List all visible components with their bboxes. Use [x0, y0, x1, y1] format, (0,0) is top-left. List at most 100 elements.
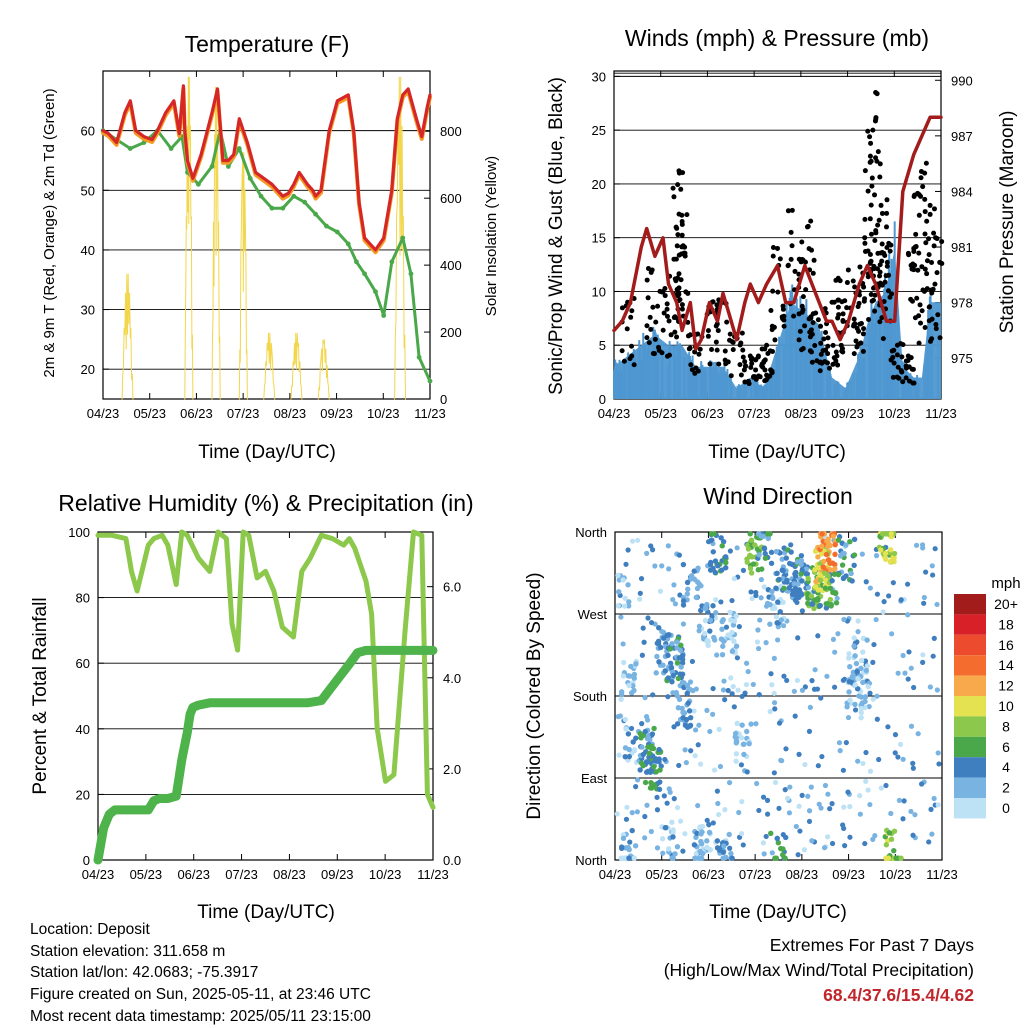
- gust-point: [837, 278, 843, 284]
- winds-ylabel: Sonic/Prop Wind & Gust (Blue, Black): [546, 77, 567, 395]
- gust-point: [797, 328, 803, 334]
- gust-point: [668, 332, 674, 338]
- direction-point: [862, 694, 869, 700]
- direction-point: [627, 839, 633, 845]
- gust-point: [891, 347, 897, 353]
- direction-point: [716, 811, 722, 818]
- direction-point: [691, 708, 697, 714]
- direction-point: [793, 823, 799, 830]
- direction-point: [665, 694, 671, 700]
- direction-point: [898, 597, 904, 603]
- direction-point: [782, 834, 789, 841]
- direction-point: [893, 855, 899, 861]
- direction-point: [805, 600, 811, 607]
- direction-point: [620, 641, 626, 647]
- direction-point: [711, 531, 717, 537]
- direction-point: [844, 704, 850, 710]
- direction-point: [883, 842, 890, 848]
- direction-point: [847, 664, 853, 670]
- direction-point: [729, 691, 735, 697]
- direction-point: [905, 612, 911, 618]
- gust-point: [679, 232, 685, 238]
- direction-point: [823, 601, 829, 607]
- gust-point: [879, 241, 885, 247]
- direction-point: [638, 760, 645, 766]
- gust-point: [739, 330, 745, 336]
- gust-point: [755, 353, 761, 359]
- gust-point: [929, 260, 935, 266]
- direction-point: [692, 855, 698, 861]
- direction-point: [678, 818, 684, 824]
- direction-point: [683, 759, 689, 766]
- dewpoint-point: [302, 199, 308, 205]
- extremes-subtitle: (High/Low/Max Wind/Total Precipitation): [663, 960, 974, 980]
- gust-point: [621, 358, 627, 364]
- gust-point: [879, 315, 885, 321]
- direction-point: [739, 693, 745, 700]
- direction-point: [710, 549, 716, 555]
- gust-point: [738, 340, 744, 346]
- direction-point: [644, 802, 650, 808]
- direction-point: [878, 785, 884, 791]
- y-tick-label: 80: [76, 591, 90, 606]
- gust-point: [725, 359, 731, 365]
- direction-point: [760, 794, 767, 800]
- gust-point: [679, 219, 685, 225]
- x-tick-label: 08/23: [785, 406, 818, 421]
- direction-point: [803, 566, 810, 572]
- solar-line: [290, 332, 303, 400]
- direction-point: [647, 785, 654, 791]
- gust-point: [935, 312, 941, 318]
- gust-point: [922, 231, 928, 237]
- winds-title: Winds (mph) & Pressure (mb): [625, 25, 929, 51]
- gust-point: [682, 250, 688, 256]
- gust-point: [873, 230, 879, 236]
- gust-point: [833, 358, 839, 364]
- y-right-tick-label: 981: [951, 240, 973, 255]
- direction-point: [888, 531, 895, 537]
- direction-point: [727, 548, 733, 554]
- direction-point: [873, 553, 880, 559]
- direction-point: [853, 660, 860, 667]
- direction-point: [870, 659, 876, 665]
- direction-point: [719, 543, 725, 549]
- x-tick-label: 09/23: [321, 867, 354, 882]
- gust-point: [865, 274, 871, 280]
- direction-point: [757, 617, 763, 623]
- direction-point: [664, 800, 670, 806]
- direction-point: [623, 561, 629, 567]
- direction-point: [858, 657, 865, 664]
- direction-point: [860, 679, 866, 686]
- direction-point: [680, 598, 687, 604]
- gust-point: [857, 321, 863, 327]
- gust-point: [865, 248, 871, 254]
- direction-point: [840, 550, 846, 557]
- direction-point: [798, 552, 805, 559]
- direction-point: [895, 754, 901, 760]
- gust-point: [869, 183, 875, 189]
- gust-point: [800, 294, 806, 300]
- direction-point: [886, 830, 893, 836]
- gust-point: [644, 335, 650, 341]
- gust-point: [714, 347, 720, 353]
- direction-point: [675, 675, 682, 682]
- direction-point: [726, 780, 733, 786]
- direction-point: [740, 567, 747, 573]
- gust-point: [868, 202, 874, 208]
- direction-point: [703, 605, 709, 612]
- direction-point: [874, 716, 880, 722]
- direction-point: [836, 740, 843, 746]
- x-tick-label: 11/23: [414, 406, 446, 421]
- direction-point: [773, 585, 779, 591]
- direction-point: [676, 762, 682, 769]
- direction-point: [618, 614, 624, 620]
- legend-label: 6: [1002, 739, 1010, 755]
- temperature-ylabel-right: Solar Insolation (Yellow): [483, 156, 500, 316]
- gust-point: [932, 281, 938, 287]
- x-tick-label: 06/23: [180, 406, 213, 421]
- direction-point: [656, 786, 663, 793]
- direction-point: [720, 687, 727, 693]
- gust-point: [671, 256, 677, 262]
- gust-point: [789, 207, 795, 213]
- gust-point: [674, 243, 680, 249]
